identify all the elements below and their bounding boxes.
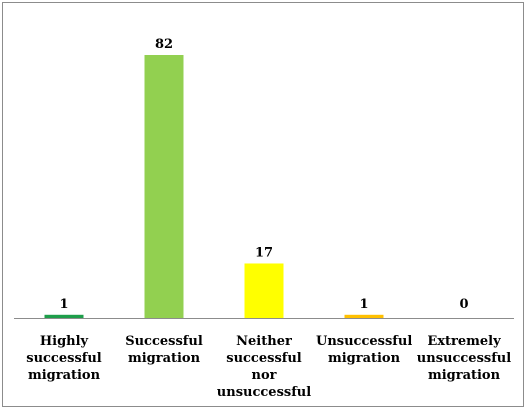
value-label-1: 82 bbox=[155, 37, 173, 52]
value-label-0: 1 bbox=[59, 297, 68, 312]
chart-frame bbox=[2, 2, 524, 407]
category-label-3: Unsuccessful migration bbox=[316, 334, 413, 366]
value-label-2: 17 bbox=[255, 245, 273, 260]
category-label-2: Neither successful nor unsuccessful bbox=[216, 334, 312, 400]
category-label-4: Extremely unsuccessful migration bbox=[416, 334, 512, 383]
bars-group bbox=[44, 55, 384, 318]
value-label-4: 0 bbox=[459, 297, 468, 312]
value-labels-group: 1 82 17 1 0 bbox=[59, 37, 468, 312]
category-label-0: Highly successful migration bbox=[26, 334, 102, 383]
bar-2 bbox=[244, 263, 284, 318]
value-label-3: 1 bbox=[359, 297, 368, 312]
bar-1 bbox=[144, 55, 184, 318]
bar-0 bbox=[44, 314, 84, 318]
bar-3 bbox=[344, 314, 384, 318]
category-label-1: Successful migration bbox=[125, 334, 203, 366]
